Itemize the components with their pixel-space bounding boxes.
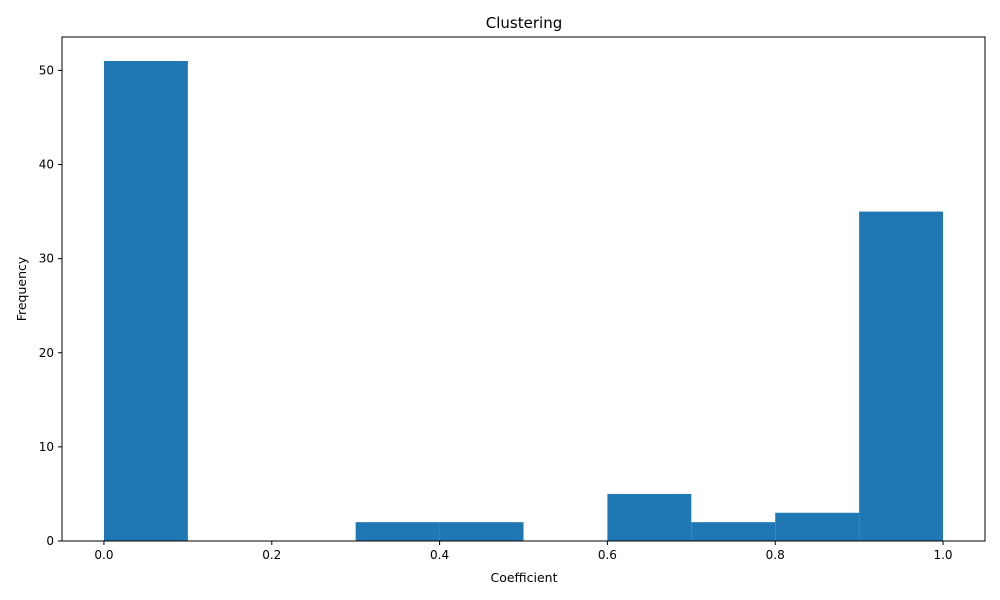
x-tick-label: 0.4 [430, 548, 449, 562]
bars-group [103, 61, 944, 541]
y-tick-label: 30 [39, 252, 54, 266]
y-tick-label: 20 [39, 346, 54, 360]
x-tick-label: 0.8 [766, 548, 785, 562]
x-tick-label: 0.2 [262, 548, 281, 562]
histogram-bar-7 [691, 522, 776, 541]
histogram-bar-9 [859, 211, 944, 541]
histogram-bar-3 [355, 522, 440, 541]
x-axis: 0.0 0.2 0.4 0.6 0.8 1.0 [94, 541, 953, 562]
y-axis: 0 10 20 30 40 50 [39, 63, 62, 548]
y-axis-label: Frequency [14, 256, 29, 321]
y-tick-label: 50 [39, 63, 54, 77]
chart-title: Clustering [486, 14, 562, 32]
histogram-bar-0 [103, 61, 188, 541]
histogram-bar-4 [439, 522, 524, 541]
y-tick-label: 40 [39, 158, 54, 172]
plot-frame [61, 36, 986, 542]
y-tick-label: 0 [46, 534, 54, 548]
x-tick-label: 0.0 [94, 548, 113, 562]
x-tick-label: 1.0 [933, 548, 952, 562]
x-axis-label: Coefficient [490, 570, 557, 585]
y-tick-label: 10 [39, 440, 54, 454]
histogram-bar-6 [607, 493, 692, 541]
histogram-bar-8 [775, 512, 860, 541]
x-tick-label: 0.6 [598, 548, 617, 562]
